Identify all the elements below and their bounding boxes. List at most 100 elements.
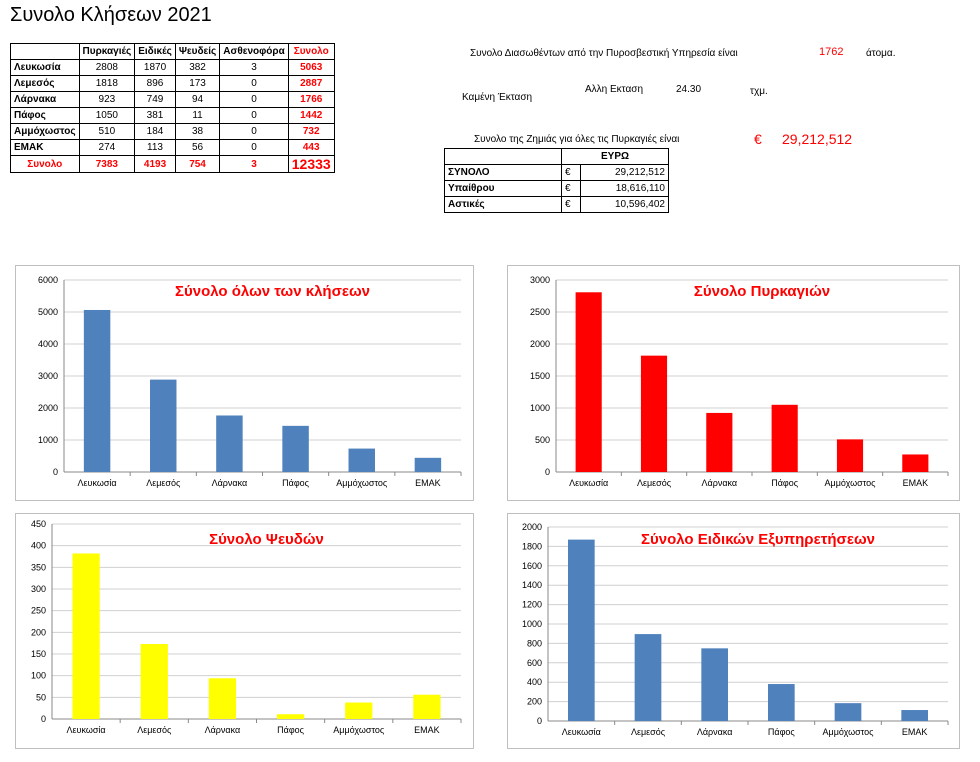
y-tick-label: 5000 bbox=[38, 307, 58, 317]
table-cell: 274 bbox=[78, 139, 136, 156]
y-tick-label: 250 bbox=[31, 606, 46, 616]
header-cell-total: Συνολο bbox=[287, 43, 335, 60]
total-cell: 7383 bbox=[78, 155, 136, 173]
table-cell: 56 bbox=[174, 139, 221, 156]
x-tick-label: Πάφος bbox=[768, 727, 796, 737]
header-cell: Ειδικές bbox=[134, 43, 176, 60]
row-total-cell: 5063 bbox=[287, 59, 335, 76]
bar bbox=[901, 710, 928, 721]
damage-text: Συνολο της Ζημιάς για όλες τις Πυρκαγιές… bbox=[474, 134, 680, 145]
chart-panel-false-alarms: 0 50 100 150 200 250 300 350 400 450 Λευκωσία Λεμεσ… bbox=[15, 513, 474, 749]
table-header-row: Πυρκαγιές Ειδικές Ψευδείς Ασθενοφόρα Συν… bbox=[10, 43, 335, 60]
table-cell: 1818 bbox=[78, 75, 136, 92]
row-total-cell: 1766 bbox=[287, 91, 335, 108]
header-cell: Ψευδείς bbox=[174, 43, 221, 60]
currency-cell: € bbox=[560, 196, 582, 213]
y-tick-label: 1500 bbox=[530, 371, 550, 381]
header-cell: Πυρκαγιές bbox=[78, 43, 136, 60]
x-tick-label: Αμμόχωστος bbox=[825, 478, 877, 488]
table-cell: 184 bbox=[134, 123, 176, 140]
header-cell-empty bbox=[10, 43, 80, 60]
x-tick-label: Λεμεσός bbox=[631, 727, 666, 737]
amount-cell: 18,616,110 bbox=[580, 180, 669, 197]
area-unit: τχμ. bbox=[750, 86, 768, 97]
y-tick-label: 2000 bbox=[522, 522, 542, 532]
chart-panel-fires: 0 500 1000 1500 2000 2500 3000 Λευκωσία Λεμεσός Λ… bbox=[507, 265, 960, 501]
bar bbox=[771, 404, 798, 472]
y-tick-label: 2000 bbox=[530, 339, 550, 349]
table-cell: 923 bbox=[78, 91, 136, 108]
total-row-label: Συνολο bbox=[10, 155, 80, 173]
table-cell: 94 bbox=[174, 91, 221, 108]
y-tick-label: 300 bbox=[31, 584, 46, 594]
currency-cell: € bbox=[560, 180, 582, 197]
y-tick-label: 0 bbox=[53, 467, 58, 477]
y-tick-label: 0 bbox=[41, 714, 46, 724]
amount-cell: 10,596,402 bbox=[580, 196, 669, 213]
table-row: Αμμόχωστος 510 184 38 0 732 bbox=[10, 123, 335, 140]
y-tick-label: 200 bbox=[527, 697, 542, 707]
y-tick-label: 1000 bbox=[38, 435, 58, 445]
row-label: Λεμεσός bbox=[10, 75, 80, 92]
table-row: Λάρνακα 923 749 94 0 1766 bbox=[10, 91, 335, 108]
table-cell: 11 bbox=[174, 107, 221, 124]
row-label: ΣΥΝΟΛΟ bbox=[444, 164, 562, 181]
x-tick-label: Λευκωσία bbox=[67, 725, 106, 735]
bar bbox=[640, 355, 668, 472]
bar bbox=[276, 714, 305, 719]
calls-summary-table: Πυρκαγιές Ειδικές Ψευδείς Ασθενοφόρα Συν… bbox=[10, 43, 335, 173]
table-row: Υπαίθρου € 18,616,110 bbox=[444, 180, 669, 197]
table-cell: 0 bbox=[219, 139, 289, 156]
bar bbox=[208, 678, 237, 719]
row-label: Αμμόχωστος bbox=[10, 123, 80, 140]
y-tick-label: 6000 bbox=[38, 275, 58, 285]
x-tick-label: Πάφος bbox=[282, 478, 310, 488]
burnt-area-label: Καμένη Έκταση bbox=[462, 92, 533, 103]
x-tick-label: ΕΜΑΚ bbox=[902, 727, 928, 737]
y-tick-label: 500 bbox=[535, 435, 550, 445]
row-label: Αστικές bbox=[444, 196, 562, 213]
total-cell: 3 bbox=[219, 155, 289, 173]
x-tick-label: Αμμόχωστος bbox=[823, 727, 875, 737]
table-cell: 896 bbox=[134, 75, 176, 92]
y-tick-label: 400 bbox=[527, 677, 542, 687]
y-tick-label: 50 bbox=[36, 692, 46, 702]
chart-title: Σύνολο Ψευδών bbox=[209, 531, 324, 548]
table-cell: 173 bbox=[174, 75, 221, 92]
x-tick-label: Λευκωσία bbox=[569, 478, 608, 488]
row-total-cell: 443 bbox=[287, 139, 335, 156]
table-cell: 0 bbox=[219, 91, 289, 108]
page-title: Συνολο Κλήσεων 2021 bbox=[10, 4, 212, 26]
y-tick-label: 2500 bbox=[530, 307, 550, 317]
bar bbox=[701, 648, 728, 721]
x-tick-label: ΕΜΑΚ bbox=[415, 478, 441, 488]
row-total-cell: 2887 bbox=[287, 75, 335, 92]
x-tick-label: Λάρνακα bbox=[212, 478, 248, 488]
row-label: Πάφος bbox=[10, 107, 80, 124]
x-tick-label: Λάρνακα bbox=[702, 478, 738, 488]
table-cell: 113 bbox=[134, 139, 176, 156]
table-cell: 0 bbox=[219, 123, 289, 140]
amount-cell: 29,212,512 bbox=[580, 164, 669, 181]
y-tick-label: 600 bbox=[527, 658, 542, 668]
y-tick-label: 450 bbox=[31, 519, 46, 529]
other-area-label: Αλλη Εκταση bbox=[585, 84, 644, 95]
rescued-value: 1762 bbox=[819, 46, 844, 58]
row-label: Λάρνακα bbox=[10, 91, 80, 108]
y-tick-label: 1600 bbox=[522, 561, 542, 571]
y-tick-label: 3000 bbox=[38, 371, 58, 381]
chart-false-alarms: 0 50 100 150 200 250 300 350 400 450 Λευκωσία Λεμεσ… bbox=[31, 519, 462, 735]
damage-value: 29,212,512 bbox=[782, 131, 853, 147]
table-cell: 1870 bbox=[134, 59, 176, 76]
table-row: Αστικές € 10,596,402 bbox=[444, 196, 669, 213]
x-tick-label: Λεμεσός bbox=[637, 478, 672, 488]
y-tick-label: 0 bbox=[537, 716, 542, 726]
x-tick-label: Λεμεσός bbox=[146, 478, 181, 488]
table-total-row: Συνολο 7383 4193 754 3 12333 bbox=[10, 155, 335, 173]
table-cell: 2808 bbox=[78, 59, 136, 76]
table-cell: 0 bbox=[219, 107, 289, 124]
x-tick-label: Αμμόχωστος bbox=[333, 725, 385, 735]
bar bbox=[706, 412, 733, 472]
y-tick-label: 2000 bbox=[38, 403, 58, 413]
row-label: ΕΜΑΚ bbox=[10, 139, 80, 156]
